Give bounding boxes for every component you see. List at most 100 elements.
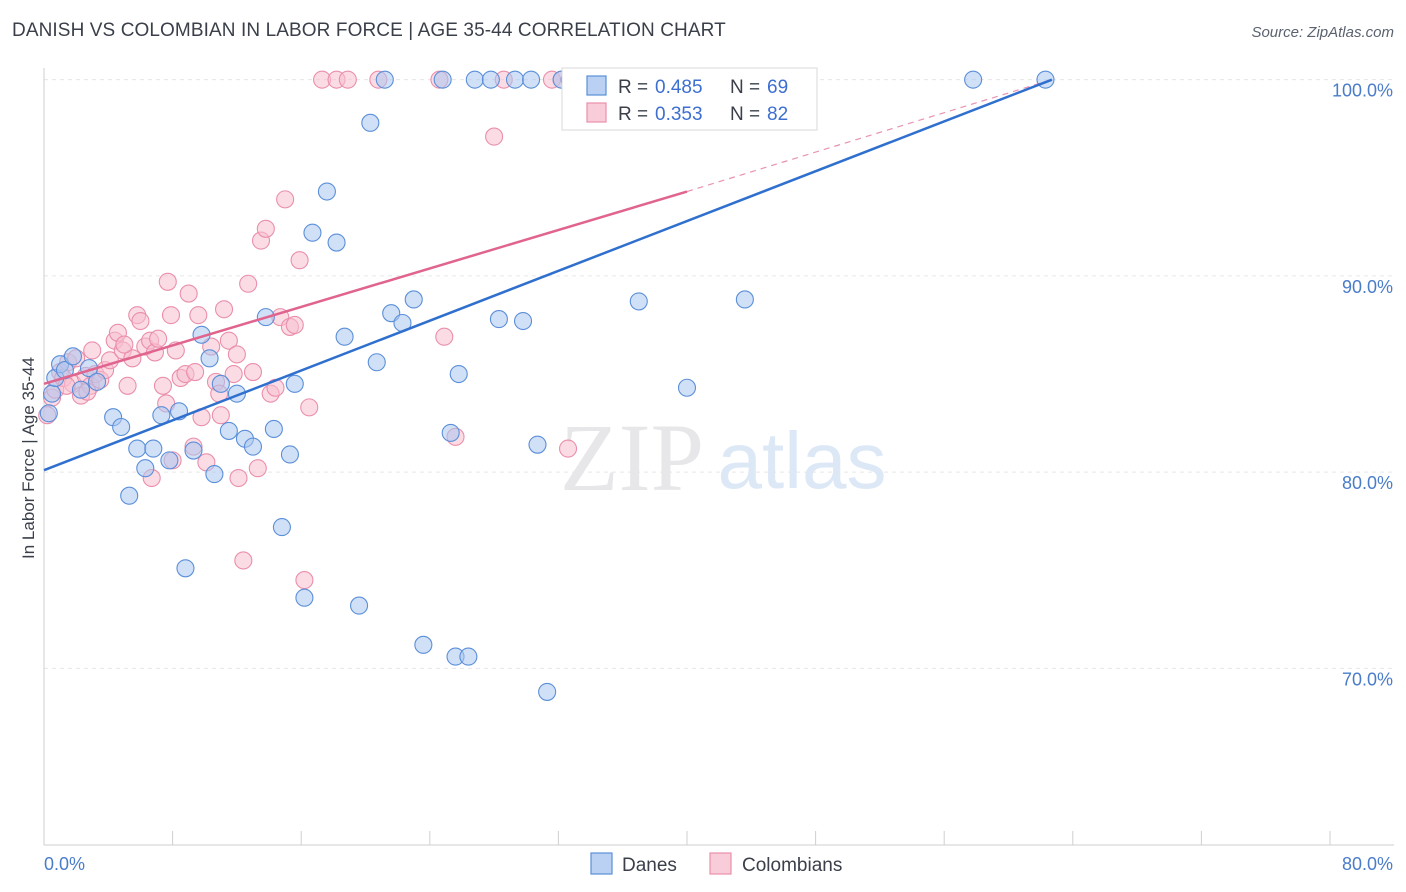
source-label: Source: ZipAtlas.com	[1251, 24, 1394, 41]
danes-point-38	[350, 596, 369, 615]
colombians-point-77	[115, 335, 134, 354]
legend-danes-r-value: 0.485	[655, 77, 703, 98]
danes-point-27	[243, 437, 263, 456]
danes-point-40	[367, 353, 386, 372]
danes-point-31	[280, 445, 299, 464]
danes-point-10	[112, 417, 131, 437]
colombians-point-18	[118, 376, 137, 395]
danes-point-1	[42, 384, 62, 403]
y-tick-label-0: 100.0%	[1332, 81, 1393, 101]
legend-colombians-r-value: 0.353	[655, 104, 703, 125]
danes-point-24	[219, 421, 238, 440]
colombians-points	[38, 70, 619, 590]
danes-point-53	[489, 310, 508, 329]
danes-point-5	[63, 347, 82, 366]
danes-point-64	[677, 378, 697, 397]
danes-point-13	[136, 459, 155, 478]
danes-point-47	[441, 423, 460, 442]
colombians-point-57	[295, 571, 314, 590]
correlation-legend: R = 0.485 N = 69 R = 0.353 N = 82	[561, 67, 818, 131]
danes-point-16	[160, 451, 179, 470]
colombians-point-39	[211, 406, 230, 425]
axes	[43, 68, 1394, 846]
legend-danes-n-label: N =	[730, 77, 760, 98]
colombians-point-32	[179, 284, 198, 303]
x-tick-label-0: 0.0%	[44, 854, 85, 874]
danes-point-55	[513, 311, 533, 331]
watermark-zip: ZIP	[560, 404, 704, 511]
danes-trend-line	[43, 78, 1053, 472]
colombians-point-27	[158, 272, 177, 291]
colombians-point-61	[338, 70, 357, 89]
colombians-point-56	[290, 251, 309, 270]
colombians-point-34	[189, 306, 208, 325]
danes-point-22	[205, 465, 224, 484]
danes-point-0	[39, 404, 58, 423]
colombians-trend-line	[43, 190, 688, 386]
danes-point-8	[87, 372, 107, 391]
danes-point-35	[317, 182, 336, 201]
danes-point-39	[361, 113, 380, 132]
danes-point-41	[375, 70, 394, 89]
legend-danes-swatch	[586, 75, 607, 96]
danes-point-45	[414, 635, 433, 654]
y-tick-label-1: 90.0%	[1342, 277, 1393, 297]
colombians-point-49	[256, 219, 275, 238]
colombians-point-45	[239, 274, 258, 293]
series-legend: Danes Colombians	[590, 852, 842, 876]
legend-colombians-n-value: 82	[767, 104, 788, 125]
colombians-point-42	[224, 364, 243, 384]
tick-labels: 100.0% 90.0% 80.0% 70.0% 0.0% 80.0%	[44, 81, 1393, 874]
danes-point-57	[528, 435, 547, 454]
x-tick-label-1: 80.0%	[1342, 854, 1393, 874]
bottom-legend-colombians-label: Colombians	[742, 855, 842, 876]
colombians-point-66	[485, 127, 504, 146]
colombians-point-58	[300, 398, 319, 417]
bottom-legend-danes-label: Danes	[622, 855, 677, 876]
colombians-point-46	[243, 363, 263, 382]
y-tick-label-2: 80.0%	[1342, 473, 1393, 493]
danes-point-51	[465, 70, 484, 89]
danes-point-30	[272, 518, 291, 537]
bottom-legend-danes-swatch	[590, 852, 613, 875]
colombians-point-64	[435, 327, 454, 346]
colombians-point-80	[227, 345, 246, 364]
colombians-point-81	[186, 363, 205, 382]
watermark-atlas: atlas	[718, 416, 887, 505]
danes-point-19	[184, 441, 203, 460]
danes-point-32	[285, 374, 304, 393]
colombians-point-53	[276, 190, 295, 209]
danes-point-65	[735, 290, 754, 309]
legend-colombians-r-label: R =	[618, 104, 648, 125]
colombians-trend-extension	[686, 79, 1053, 193]
danes-point-50	[459, 647, 478, 666]
colombians-point-21	[131, 311, 150, 331]
trend-lines	[43, 78, 1053, 472]
danes-point-56	[522, 70, 541, 89]
danes-point-21	[200, 349, 219, 368]
danes-points	[39, 70, 1055, 701]
danes-point-37	[335, 327, 354, 346]
legend-colombians-swatch	[586, 102, 607, 123]
bottom-legend-colombians-swatch	[709, 852, 732, 875]
colombians-point-55	[285, 315, 304, 335]
danes-point-58	[538, 682, 557, 701]
danes-point-62	[629, 292, 648, 311]
danes-point-29	[264, 419, 283, 439]
colombians-point-41	[219, 331, 238, 350]
danes-point-11	[120, 486, 139, 505]
colombians-point-28	[161, 306, 181, 325]
danes-point-23	[211, 374, 230, 393]
danes-point-67	[964, 70, 983, 89]
danes-point-44	[404, 290, 423, 309]
danes-point-46	[433, 70, 452, 89]
danes-point-12	[128, 439, 147, 458]
colombians-point-44	[234, 551, 253, 570]
y-tick-label-3: 70.0%	[1342, 669, 1393, 689]
colombians-point-73	[83, 341, 102, 360]
chart-title: DANISH VS COLOMBIAN IN LABOR FORCE | AGE…	[12, 20, 726, 41]
danes-point-34	[303, 223, 322, 242]
danes-point-49	[449, 364, 468, 384]
colombians-point-47	[248, 459, 267, 478]
